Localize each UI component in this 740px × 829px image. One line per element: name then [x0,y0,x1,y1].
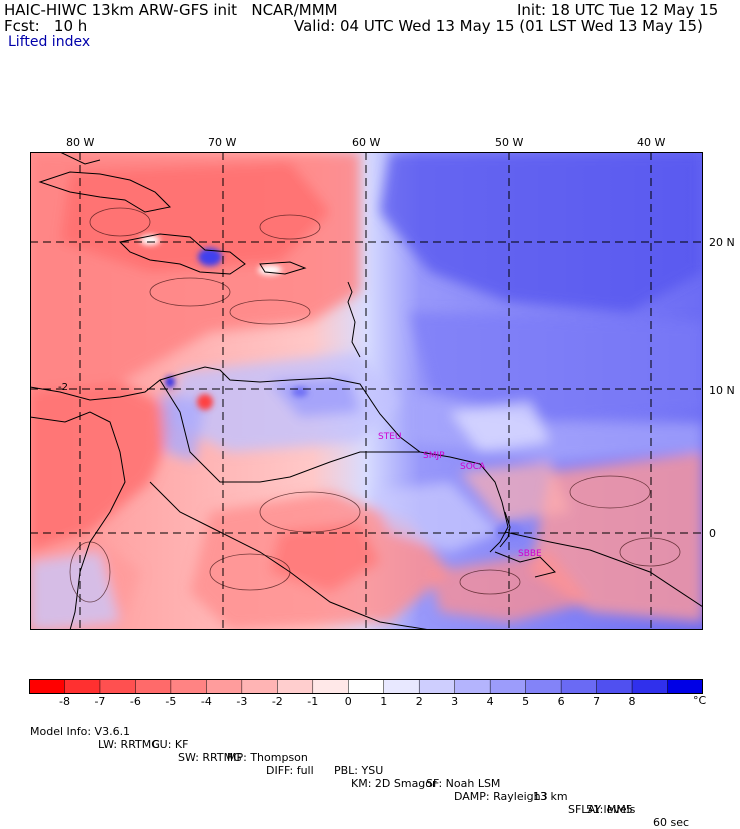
colorbar-tick-label: 7 [593,695,601,708]
map-frame [30,152,703,630]
colorbar-swatch [64,679,101,694]
station-soca: SOCA [460,462,486,472]
colorbar-tick-label: -1 [307,695,319,708]
footer-item: Model Info: V3.6.1 [30,725,131,738]
colorbar-tick-label: -4 [200,695,212,708]
colorbar-swatch [631,679,669,694]
colorbar-swatch [277,679,314,694]
contour-label: -2 [58,382,68,393]
colorbar-tick-label: -7 [94,695,106,708]
station-sbbe: SBBE [518,549,542,559]
stability-shading [30,152,703,630]
footer-item: DIFF: full [266,764,314,777]
lifted-index-map: -2 STEU SMJP SOCA SBBE [30,152,703,630]
footer-line-2: LW: RRTMG SW: RRTMG DIFF: full KM: 2D Sm… [98,725,718,816]
colorbar-swatch [348,679,385,694]
colorbar-tick-label: -3 [236,695,248,708]
colorbar-tick-label: -6 [129,695,141,708]
colorbar-swatch [29,679,66,694]
station-steu: STEU [378,432,401,442]
colorbar-swatch [489,679,527,694]
colorbar-swatch [135,679,172,694]
colorbar-swatch [525,679,562,694]
lat-lon-grid [30,152,703,630]
footer-item: KM: 2D Smagor [351,777,437,790]
colorbar-swatch [206,679,243,694]
valid-time: Valid: 04 UTC Wed 13 May 15 (01 LST Wed … [294,17,703,35]
colorbar-swatch [170,679,208,694]
colorbar-swatch [241,679,279,694]
colorbar-tick-label: 5 [522,695,530,708]
colorbar-tick-label: 4 [486,695,494,708]
colorbar-swatch [312,679,350,694]
forecast-hour: Fcst: 10 h [4,17,88,35]
field-name: Lifted index [8,34,91,50]
colorbar-tick-label: 6 [557,695,565,708]
colorbar-unit: °C [693,694,707,707]
footer-item: SW: RRTMG [178,751,242,764]
lat-label-10n: 10 N [709,384,735,397]
footer-item: DAMP: Rayleigh3 [454,790,548,803]
colorbar-tick-label: 3 [451,695,459,708]
lat-label-20n: 20 N [709,236,735,249]
footer-item: SFLAY: MM5 [568,803,633,816]
colorbar-tick-label: 8 [628,695,636,708]
contours [69,207,681,603]
lon-label-80w: 80 W [66,136,95,149]
colorbar-swatch [667,679,703,694]
colorbar [29,679,703,694]
init-time: Init: 18 UTC Tue 12 May 15 [517,1,719,19]
colorbar-swatch [596,679,633,694]
lat-label-equator: 0 [709,527,716,540]
colorbar-tick-label: 1 [380,695,388,708]
colorbar-swatch [383,679,420,694]
colorbar-swatch [454,679,491,694]
lon-label-60w: 60 W [352,136,381,149]
colorbar-tick-label: -2 [271,695,283,708]
colorbar-tick-label: 0 [344,695,352,708]
colorbar-swatch [418,679,456,694]
colorbar-tick-label: 2 [415,695,423,708]
lon-label-40w: 40 W [637,136,666,149]
colorbar-tick-label: -5 [165,695,177,708]
lon-label-50w: 50 W [495,136,524,149]
stations: STEU SMJP SOCA SBBE [378,432,542,559]
station-smjp: SMJP [423,451,445,461]
lon-label-70w: 70 W [208,136,237,149]
coastlines [30,152,703,630]
colorbar-tick-label: -8 [58,695,70,708]
product-title: HAIC-HIWC 13km ARW-GFS init NCAR/MMM [4,1,338,19]
footer-item: 60 sec [653,816,690,829]
colorbar-swatch [99,679,137,694]
colorbar-swatch [560,679,598,694]
